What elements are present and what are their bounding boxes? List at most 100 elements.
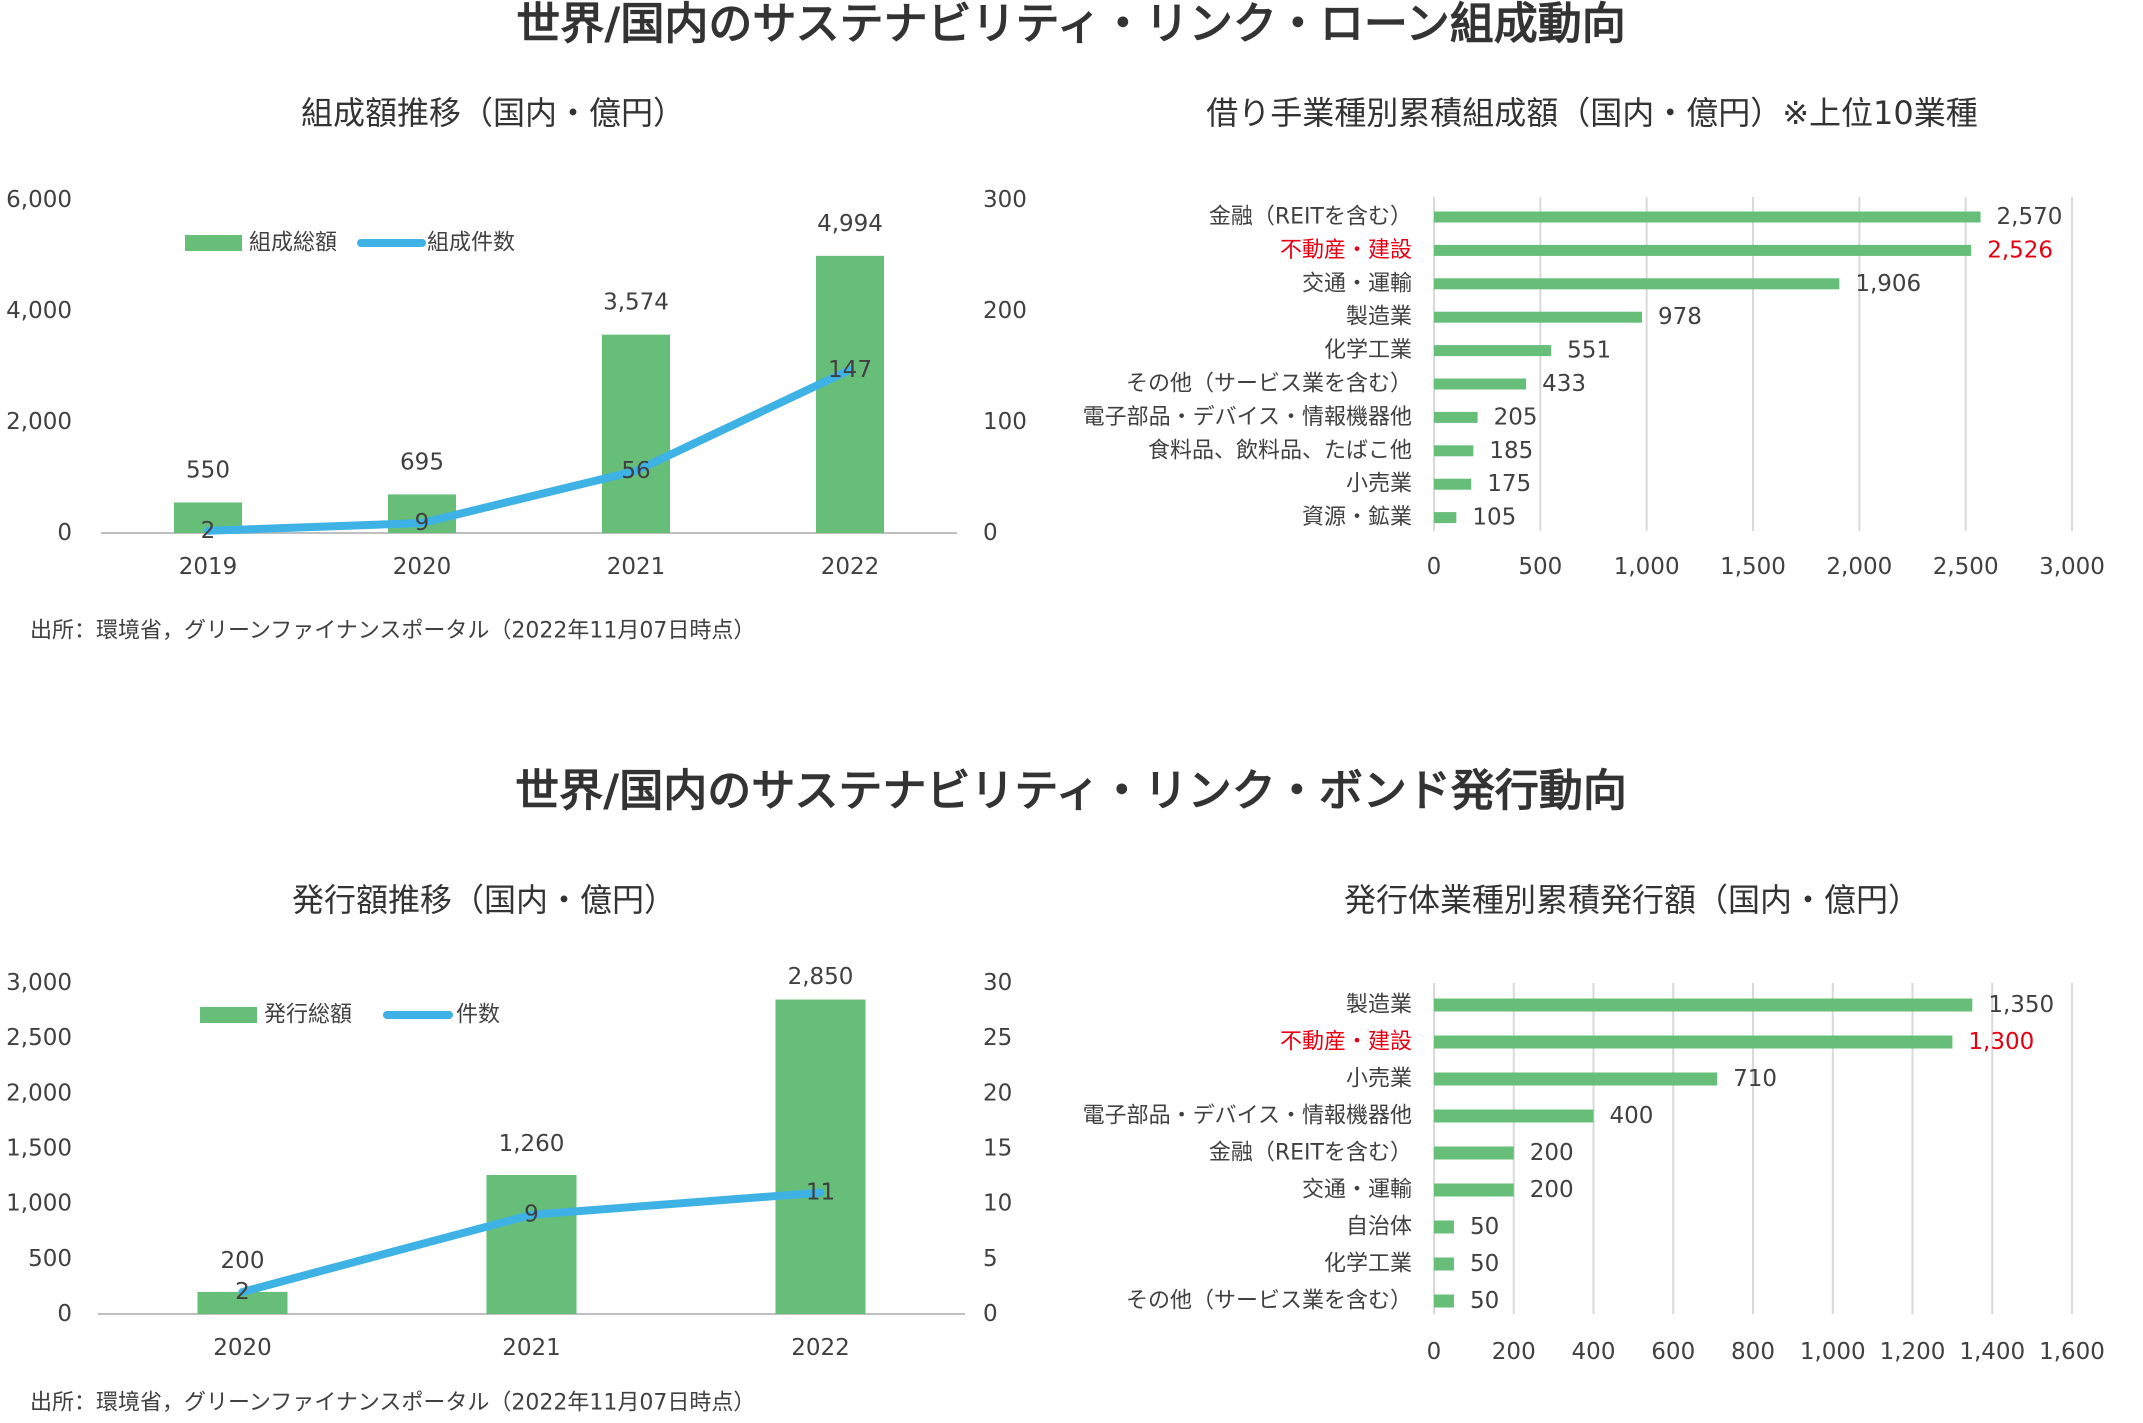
bar-value-label: 175 bbox=[1487, 471, 1531, 497]
line-series bbox=[204, 365, 854, 535]
y-axis-tick-label: 0 bbox=[57, 520, 72, 546]
bar-value-label: 50 bbox=[1470, 1288, 1499, 1314]
bar-value-label: 200 bbox=[1530, 1177, 1574, 1203]
x-axis-tick-label: 2022 bbox=[821, 554, 880, 580]
bar-value-label: 1,260 bbox=[499, 1131, 565, 1157]
bar-value-label: 50 bbox=[1470, 1214, 1499, 1240]
x-axis-tick-label: 1,000 bbox=[1800, 1339, 1866, 1365]
category-label: その他（サービス業を含む） bbox=[1126, 372, 1412, 397]
bar bbox=[1434, 1257, 1454, 1271]
bar-value-label: 710 bbox=[1733, 1066, 1777, 1092]
bar-value-label: 200 bbox=[221, 1248, 265, 1274]
bar-value-label: 433 bbox=[1542, 371, 1586, 397]
bar-value-label: 978 bbox=[1658, 304, 1702, 330]
y2-axis-tick-label: 300 bbox=[983, 187, 1027, 213]
y-axis-tick-label: 1,500 bbox=[6, 1136, 72, 1162]
category-label: 化学工業 bbox=[1324, 1252, 1412, 1277]
bond-source-note: 出所：環境省，グリーンファイナンスポータル（2022年11月07日時点） bbox=[30, 1391, 755, 1416]
bar-value-label: 185 bbox=[1489, 438, 1533, 464]
bar bbox=[816, 255, 884, 533]
x-axis-tick-label: 600 bbox=[1651, 1339, 1695, 1365]
x-axis-tick-label: 1,500 bbox=[1720, 554, 1786, 580]
x-axis-tick-label: 3,000 bbox=[2039, 554, 2105, 580]
y2-axis-tick-label: 25 bbox=[983, 1025, 1012, 1051]
line-value-label: 2 bbox=[201, 518, 216, 544]
x-axis-tick-label: 2021 bbox=[502, 1335, 561, 1361]
y-axis-tick-label: 2,000 bbox=[6, 1080, 72, 1106]
bar bbox=[1434, 445, 1474, 457]
x-axis-tick-label: 800 bbox=[1731, 1339, 1775, 1365]
x-axis-tick-label: 2,500 bbox=[1933, 554, 1999, 580]
category-label: 製造業 bbox=[1346, 305, 1412, 330]
bar-value-label: 2,570 bbox=[1997, 204, 2063, 230]
bond-industry-chart: 0 200 400 600 800 1,000 1,200 1,400 1,600 製造業 1,35… bbox=[1083, 983, 2105, 1365]
bar-value-label: 1,300 bbox=[1968, 1029, 2034, 1055]
category-label: 資源・鉱業 bbox=[1302, 505, 1412, 530]
bar bbox=[1434, 1294, 1454, 1308]
loan-industry-chart: 0 500 1,000 1,500 2,000 2,500 3,000 金融（REITを含む）… bbox=[1083, 197, 2105, 580]
y-axis-tick-label: 2,000 bbox=[6, 409, 72, 435]
x-axis-tick-label: 2,000 bbox=[1826, 554, 1892, 580]
bar-value-label: 3,574 bbox=[603, 290, 669, 316]
bar bbox=[1434, 478, 1472, 490]
y2-axis-tick-label: 10 bbox=[983, 1191, 1012, 1217]
loan-amount-chart-title: 組成額推移（国内・億円） bbox=[301, 94, 685, 132]
bar bbox=[1434, 1220, 1454, 1234]
x-axis-tick-label: 2019 bbox=[179, 554, 238, 580]
bar bbox=[602, 334, 670, 533]
y-axis-tick-label: 3,000 bbox=[6, 970, 72, 996]
bar bbox=[1434, 1183, 1514, 1197]
bar bbox=[1434, 1109, 1594, 1123]
legend-bar-swatch bbox=[185, 235, 242, 251]
category-label: その他（サービス業を含む） bbox=[1126, 1289, 1412, 1314]
y2-axis-tick-label: 30 bbox=[983, 970, 1012, 996]
bar bbox=[1434, 211, 1981, 223]
line-value-label: 9 bbox=[524, 1202, 539, 1228]
bar bbox=[1434, 278, 1840, 290]
loan-amount-chart: 0 2,000 4,000 6,000 0 100 200 300 550 695 3,574 4,9… bbox=[6, 187, 1027, 580]
bar-value-label: 2,850 bbox=[788, 964, 854, 990]
line-series bbox=[238, 1188, 825, 1296]
y-axis-tick-label: 6,000 bbox=[6, 187, 72, 213]
category-label: 交通・運輸 bbox=[1302, 271, 1412, 296]
legend-label: 件数 bbox=[456, 1003, 500, 1028]
category-label: 小売業 bbox=[1346, 1067, 1412, 1092]
y2-axis-tick-label: 100 bbox=[983, 409, 1027, 435]
line-value-label: 147 bbox=[828, 357, 872, 383]
category-label: 金融（REITを含む） bbox=[1209, 205, 1412, 230]
x-axis-tick-label: 1,200 bbox=[1880, 1339, 1946, 1365]
x-axis-tick-label: 1,600 bbox=[2039, 1339, 2105, 1365]
y-axis-tick-label: 2,500 bbox=[6, 1025, 72, 1051]
bar-value-label: 550 bbox=[186, 457, 230, 483]
bar bbox=[775, 999, 866, 1314]
y-axis-tick-label: 500 bbox=[28, 1246, 72, 1272]
x-axis-tick-label: 1,400 bbox=[1959, 1339, 2025, 1365]
category-label: 化学工業 bbox=[1324, 338, 1412, 363]
bar bbox=[1434, 345, 1552, 357]
bond-amount-chart-title: 発行額推移（国内・億円） bbox=[292, 881, 676, 919]
y2-axis-tick-label: 5 bbox=[983, 1246, 998, 1272]
category-label: 食料品、飲料品、たばこ他 bbox=[1148, 438, 1412, 463]
legend-label: 発行総額 bbox=[264, 1003, 352, 1028]
bar-value-label: 50 bbox=[1470, 1251, 1499, 1277]
line-value-label: 11 bbox=[806, 1180, 835, 1206]
bar-value-label: 105 bbox=[1472, 505, 1516, 531]
bar-value-label: 551 bbox=[1567, 338, 1611, 364]
x-axis-tick-label: 2020 bbox=[213, 1335, 272, 1361]
loan-section-title: 世界/国内のサステナビリティ・リンク・ローン組成動向 bbox=[516, 0, 1625, 50]
legend-bar-swatch bbox=[200, 1007, 257, 1023]
bar bbox=[1434, 411, 1478, 423]
bar bbox=[1434, 1072, 1718, 1086]
category-label: 交通・運輸 bbox=[1302, 1178, 1412, 1203]
y2-axis-tick-label: 0 bbox=[983, 1301, 998, 1327]
bond-section-title: 世界/国内のサステナビリティ・リンク・ボンド発行動向 bbox=[515, 766, 1627, 817]
x-axis-tick-label: 2022 bbox=[791, 1335, 850, 1361]
category-label: 不動産・建設 bbox=[1280, 1030, 1412, 1055]
y-axis-tick-label: 1,000 bbox=[6, 1191, 72, 1217]
category-label: 不動産・建設 bbox=[1280, 238, 1412, 263]
bar-value-label: 205 bbox=[1494, 404, 1538, 430]
bar-value-label: 400 bbox=[1610, 1103, 1654, 1129]
category-label: 電子部品・デバイス・情報機器他 bbox=[1083, 1104, 1412, 1129]
bond-amount-chart: 0 500 1,000 1,500 2,000 2,500 3,000 0 5 10 15 20 25 3… bbox=[6, 964, 1012, 1361]
